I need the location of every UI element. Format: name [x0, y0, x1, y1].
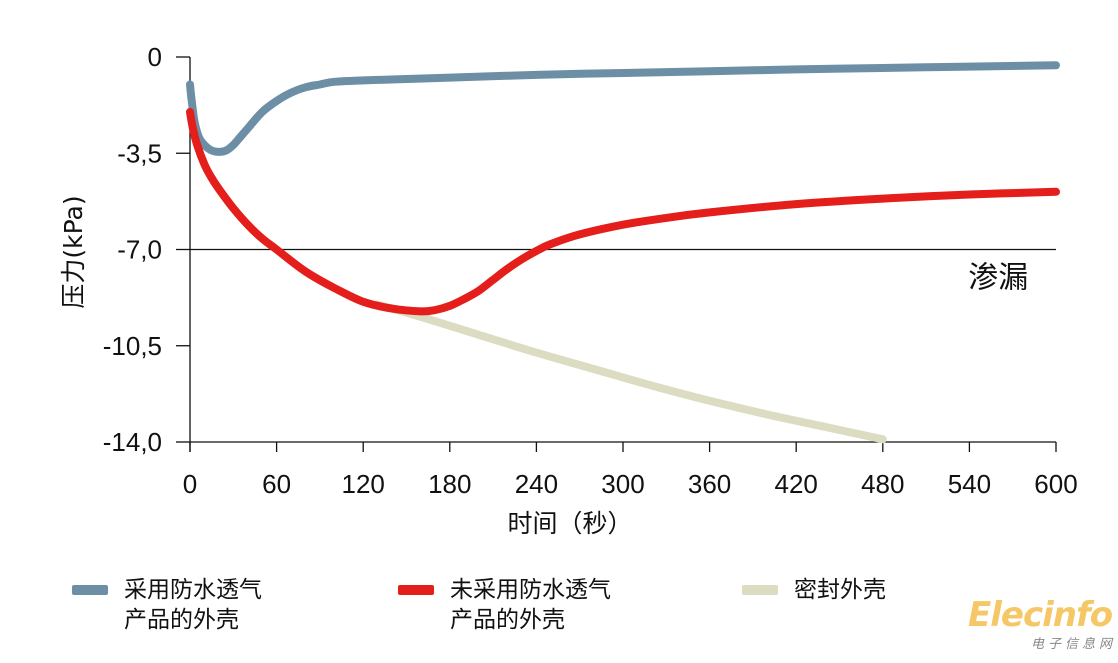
watermark-logo: Elecinfo 电子信息网 [968, 598, 1116, 658]
legend-label-line: 未采用防水透气 [450, 577, 611, 603]
x-tick-label: 120 [342, 469, 385, 499]
x-tick-label: 360 [688, 469, 731, 499]
x-tick-label: 420 [775, 469, 818, 499]
y-tick-label: -10,5 [103, 331, 162, 361]
legend-swatch-sealed [742, 585, 778, 595]
x-axis: 0 60 120 180 240 300 360 420 480 540 600 [183, 441, 1078, 499]
leak-annotation: 渗漏 [968, 261, 1028, 296]
series-line-no-waterproof [186, 108, 1060, 316]
y-axis-title: 压力(kPa) [59, 195, 88, 308]
x-tick-label: 240 [515, 469, 558, 499]
legend-item-waterproof: 采用防水透气 产品的外壳 [72, 575, 262, 635]
series-line-waterproof [186, 61, 1060, 156]
y-tick-label: -7,0 [117, 235, 162, 265]
legend-label-line: 产品的外壳 [450, 607, 565, 633]
legend-label-line: 采用防水透气 [124, 577, 262, 603]
y-tick-label: -14,0 [103, 427, 162, 457]
x-tick-label: 180 [428, 469, 471, 499]
y-axis: 0 -3,5 -7,0 -10,5 -14,0 [103, 42, 191, 457]
x-tick-label: 60 [262, 469, 291, 499]
legend-swatch-waterproof [72, 585, 108, 595]
x-tick-label: 540 [948, 469, 991, 499]
legend-label-waterproof: 采用防水透气 产品的外壳 [124, 575, 262, 635]
series-line-sealed [373, 300, 887, 444]
y-tick-label: 0 [148, 42, 162, 72]
y-tick-label: -3,5 [117, 138, 162, 168]
x-tick-label: 300 [601, 469, 644, 499]
x-tick-label: 600 [1034, 469, 1077, 499]
legend-swatch-no-waterproof [398, 585, 434, 595]
watermark-main: Elecinfo [968, 595, 1113, 635]
series-group [186, 61, 1060, 444]
legend-label-sealed: 密封外壳 [794, 575, 886, 605]
legend-label-line: 产品的外壳 [124, 607, 239, 633]
leak-reference: 渗漏 [190, 248, 1056, 296]
legend-label-line: 密封外壳 [794, 577, 886, 603]
x-tick-label: 0 [183, 469, 197, 499]
legend-label-no-waterproof: 未采用防水透气 产品的外壳 [450, 575, 611, 635]
legend-item-no-waterproof: 未采用防水透气 产品的外壳 [398, 575, 611, 635]
chart-area: 0 -3,5 -7,0 -10,5 -14,0 0 60 120 180 240 300 360 42… [59, 42, 1078, 538]
x-tick-label: 480 [861, 469, 904, 499]
x-axis-title: 时间（秒） [507, 509, 632, 538]
legend-item-sealed: 密封外壳 [742, 575, 886, 605]
watermark-sub: 电子信息网 [1030, 637, 1116, 652]
